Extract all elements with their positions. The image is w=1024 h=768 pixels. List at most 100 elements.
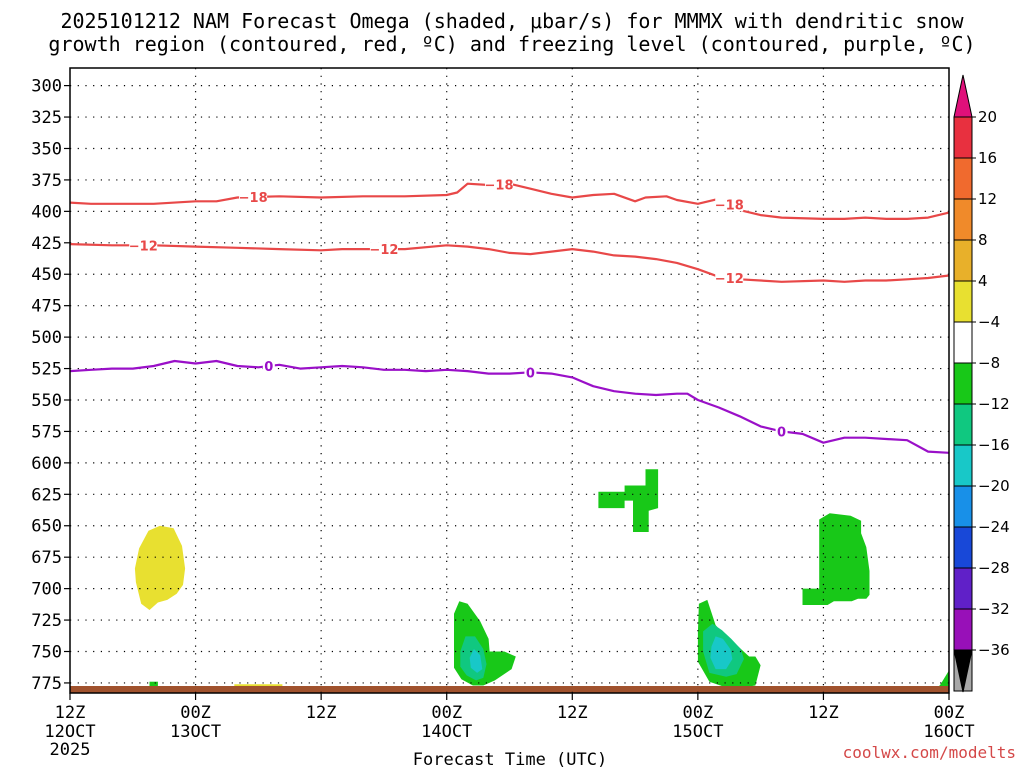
y-tick-label-350: 350 [31, 139, 62, 159]
omega-shading-layer [134, 469, 949, 690]
colorbar-label-4: 4 [978, 272, 988, 290]
omega-region-9 [598, 469, 659, 532]
colorbar-label-6: −8 [978, 354, 1000, 372]
y-tick-label-425: 425 [31, 234, 62, 254]
contour-label-bg-2-1 [524, 365, 537, 380]
y-tick-label-500: 500 [31, 328, 62, 348]
contour-label-2-1: 0 [526, 366, 535, 381]
colorbar-label-5: −4 [978, 313, 1000, 331]
x-tick-time-60: 00Z [682, 703, 713, 723]
colorbar-band-4 [953, 280, 973, 323]
contour-label-bg-0-0 [239, 190, 268, 205]
x-tick-year-0: 2025 [50, 740, 91, 760]
contour-label-bg-0-1 [485, 177, 514, 192]
y-tick-label-675: 675 [31, 548, 62, 568]
y-tick-label-750: 750 [31, 643, 62, 663]
contour-line-1 [69, 243, 950, 283]
colorbar-label-7: −12 [978, 395, 1010, 413]
colorbar-label-0: 20 [978, 108, 997, 126]
chart-title-line-2: growth region (contoured, red, ºC) and f… [48, 32, 975, 56]
x-tick-date-60: 15OCT [672, 722, 723, 742]
x-tick-date-36: 14OCT [421, 722, 472, 742]
omega-region-11 [937, 670, 949, 688]
y-tick-label-725: 725 [31, 611, 62, 631]
x-tick-time-24: 12Z [306, 703, 337, 723]
contour-label-2-2: 0 [777, 425, 786, 440]
colorbar-label-1: 16 [978, 149, 997, 167]
colorbar-bottom-arrow [953, 649, 973, 693]
y-tick-label-325: 325 [31, 108, 62, 128]
colorbar-band-0 [953, 116, 973, 159]
watermark: coolwx.com/modelts [843, 743, 1016, 762]
x-tick-date-0: 12OCT [44, 722, 95, 742]
x-tick-time-36: 00Z [431, 703, 462, 723]
y-tick-label-575: 575 [31, 422, 62, 442]
y-tick-label-375: 375 [31, 171, 62, 191]
x-tick-time-48: 12Z [557, 703, 588, 723]
y-axis: 300 325 350 375 400 425 450 475 500 525 550 575 600 6… [31, 77, 70, 694]
colorbar-top-arrow [953, 74, 973, 118]
colorbar-label-9: −20 [978, 477, 1010, 495]
colorbar-band-5 [953, 321, 973, 364]
contour-label-0-0: −18 [239, 191, 268, 206]
x-tick-date-84: 16OCT [923, 722, 974, 742]
colorbar-label-8: −16 [978, 436, 1010, 454]
colorbar-band-8 [953, 444, 973, 487]
contour-line-2 [69, 359, 950, 454]
terrain-band [70, 686, 949, 693]
colorbar-band-11 [953, 567, 973, 610]
colorbar-band-7 [953, 403, 973, 446]
y-tick-label-650: 650 [31, 517, 62, 537]
omega-region-8 [710, 636, 733, 670]
chart-title-line-1: 2025101212 NAM Forecast Omega (shaded, μ… [60, 9, 964, 33]
contour-label-1-2: −12 [715, 272, 744, 287]
contour-label-bg-1-0 [129, 238, 158, 253]
colorbar-label-12: −32 [978, 600, 1010, 618]
contour-label-0-1: −18 [485, 178, 514, 193]
colorbar-band-1 [953, 157, 973, 200]
y-tick-label-775: 775 [31, 674, 62, 694]
colorbar: 20 16 12 8 4 −4 −8 −12 −16 −20 −24 −28 −32 −36 [953, 74, 1010, 693]
contour-label-1-0: −12 [129, 239, 158, 254]
y-tick-label-625: 625 [31, 485, 62, 505]
x-tick-time-0: 12Z [55, 703, 86, 723]
y-tick-label-600: 600 [31, 454, 62, 474]
contour-label-bg-0-2 [715, 197, 744, 212]
colorbar-label-10: −24 [978, 518, 1010, 536]
x-tick-date-12: 13OCT [170, 722, 221, 742]
y-tick-label-300: 300 [31, 77, 62, 97]
plot-frame [69, 67, 950, 694]
contour-line-0 [69, 182, 950, 220]
y-tick-label-450: 450 [31, 265, 62, 285]
contour-layer: −18 −18 −18 −12 −12 −12 0 0 0 [69, 177, 950, 454]
y-tick-label-525: 525 [31, 360, 62, 380]
colorbar-label-11: −28 [978, 559, 1010, 577]
contour-label-bg-1-1 [369, 242, 398, 257]
contour-label-bg-1-2 [715, 271, 744, 286]
contour-label-0-2: −18 [715, 198, 744, 213]
contour-label-bg-2-0 [262, 359, 275, 374]
colorbar-band-10 [953, 526, 973, 569]
contour-label-bg-2-2 [775, 424, 788, 439]
omega-region-10 [802, 513, 870, 605]
colorbar-label-3: 8 [978, 231, 988, 249]
colorbar-label-13: −36 [978, 641, 1010, 659]
x-tick-time-72: 12Z [808, 703, 839, 723]
omega-region-5 [469, 649, 483, 673]
contour-label-1-1: −12 [369, 243, 398, 258]
x-tick-time-12: 00Z [180, 703, 211, 723]
y-tick-label-475: 475 [31, 297, 62, 317]
colorbar-band-2 [953, 198, 973, 241]
colorbar-label-2: 12 [978, 190, 997, 208]
grid-layer [70, 68, 949, 693]
colorbar-band-12 [953, 608, 973, 651]
contour-label-2-0: 0 [264, 360, 273, 375]
colorbar-band-3 [953, 239, 973, 282]
y-tick-label-550: 550 [31, 391, 62, 411]
x-axis-label: Forecast Time (UTC) [413, 750, 607, 768]
y-tick-label-400: 400 [31, 202, 62, 222]
colorbar-band-9 [953, 485, 973, 528]
